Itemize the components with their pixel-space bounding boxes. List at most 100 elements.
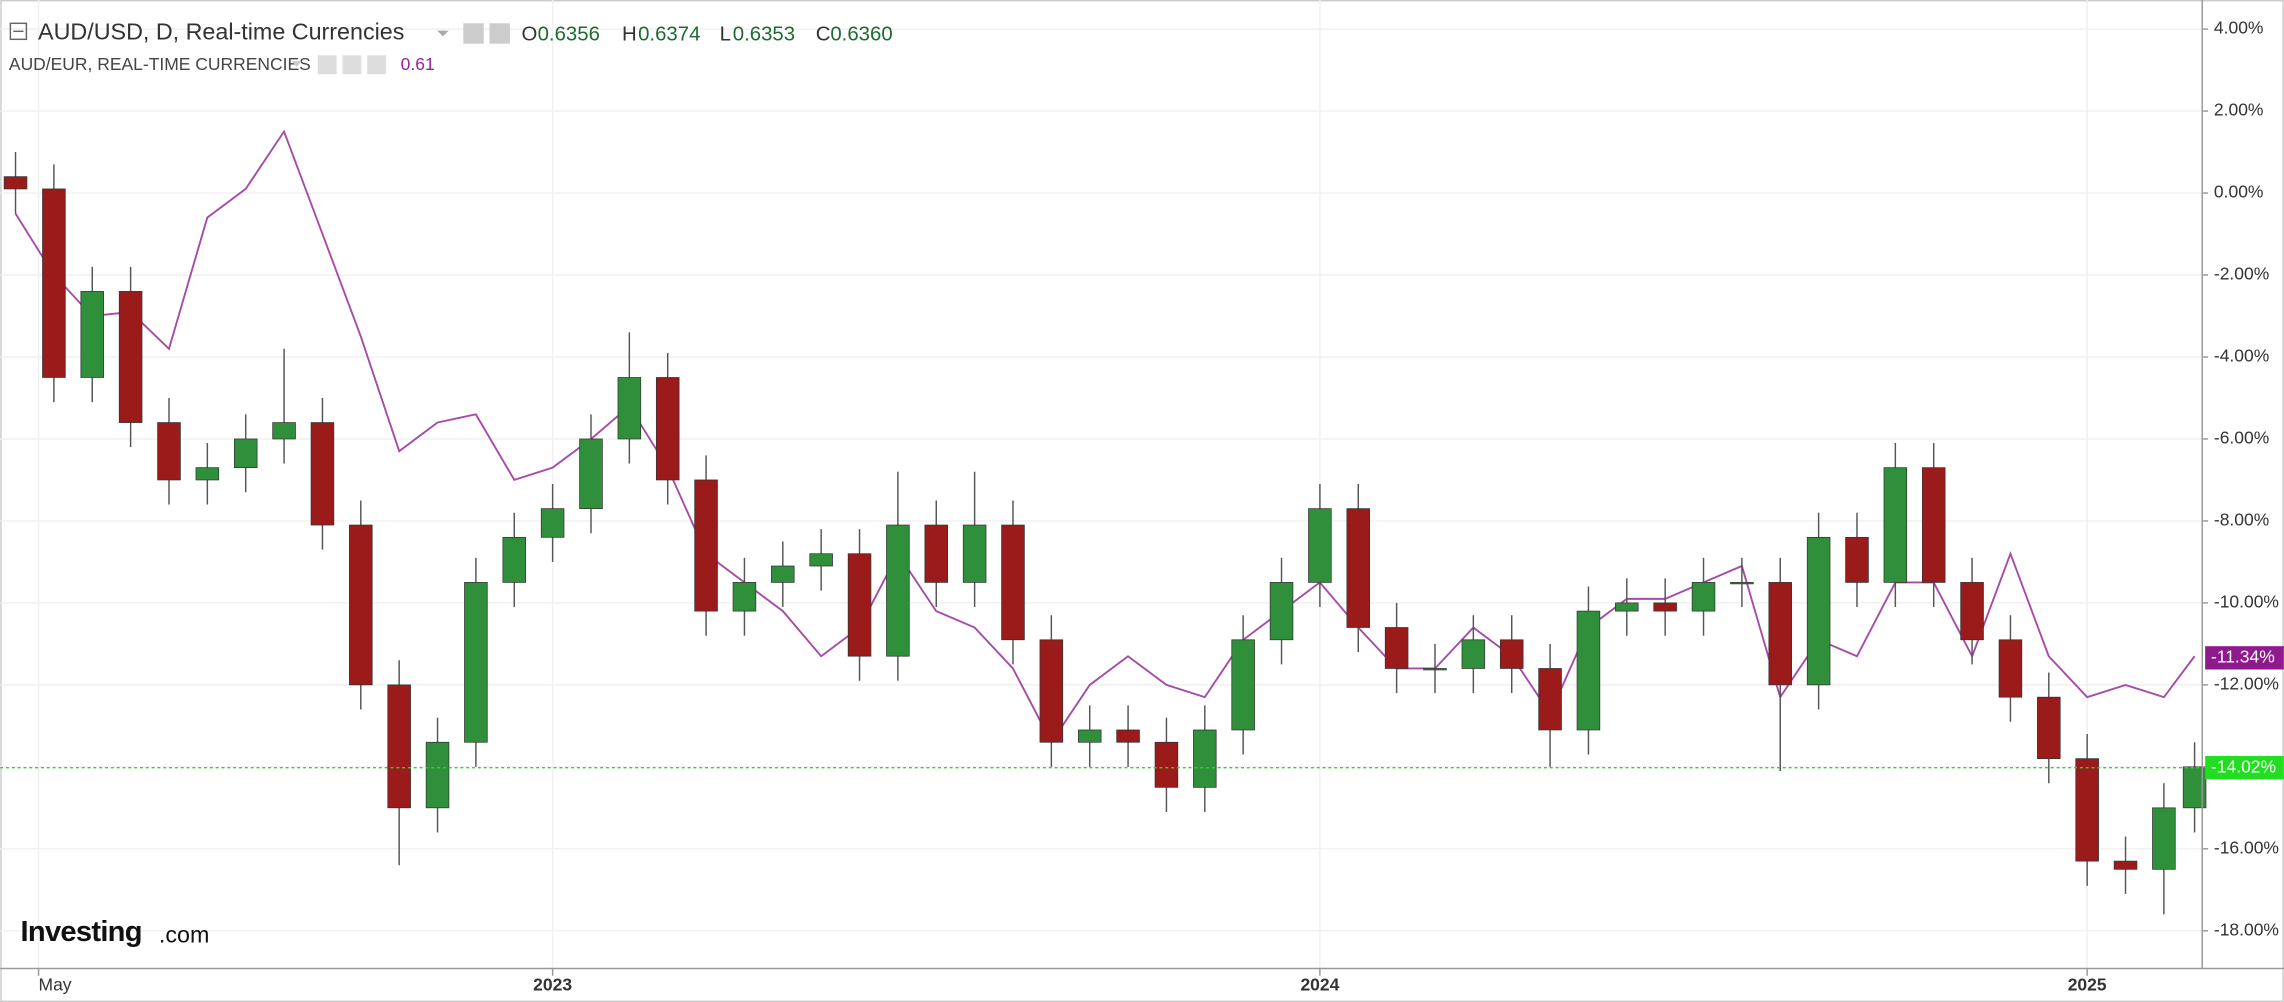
candle-body xyxy=(962,524,987,583)
dropdown-icon[interactable] xyxy=(437,30,449,37)
ohlc-key: C xyxy=(816,23,831,45)
x-tick-label: 2024 xyxy=(1300,975,1339,995)
candle-body xyxy=(886,524,910,657)
candle-body xyxy=(1845,536,1869,583)
candle-body xyxy=(1346,508,1371,628)
candle-body xyxy=(1883,467,1908,583)
candle-body xyxy=(2152,807,2176,870)
visibility-icon[interactable] xyxy=(463,23,484,44)
candle-body xyxy=(924,524,949,583)
candle-body xyxy=(42,188,66,378)
collapse-icon[interactable] xyxy=(9,22,28,41)
main-series-title: AUD/USD, D, Real-time Currencies xyxy=(38,19,404,45)
price-badge-label: -14.02% xyxy=(2211,756,2276,776)
candle-body xyxy=(847,553,872,657)
y-tick-label: -10.00% xyxy=(2214,592,2279,612)
y-tick-label: 0.00% xyxy=(2214,182,2264,202)
last-value-badge xyxy=(2205,646,2284,670)
compare-value: 0.61 xyxy=(401,54,435,74)
candle-body xyxy=(1116,729,1140,743)
settings-icon[interactable] xyxy=(489,23,510,44)
candle-body xyxy=(1615,602,1639,612)
candle-body xyxy=(694,479,718,612)
candle-body xyxy=(195,467,220,481)
candle-body xyxy=(655,377,680,481)
y-tick-label: 2.00% xyxy=(2214,100,2264,120)
candle-body xyxy=(1269,582,1294,641)
candle-body xyxy=(425,741,450,809)
candle-body xyxy=(3,176,28,190)
ohlc-key: O xyxy=(522,23,538,45)
candle-body xyxy=(1768,582,1793,686)
candle-body xyxy=(118,291,143,423)
candle-body xyxy=(809,553,833,567)
logo-suffix: .com xyxy=(159,922,209,948)
y-tick-label: -12.00% xyxy=(2214,673,2279,693)
candle-body xyxy=(2037,696,2061,760)
candle-body xyxy=(579,438,603,510)
settings-icon[interactable] xyxy=(342,55,362,75)
y-tick-label: -16.00% xyxy=(2214,837,2279,857)
candle-body xyxy=(157,422,181,481)
y-tick-label: 4.00% xyxy=(2214,18,2264,38)
candle-body xyxy=(1077,729,1102,743)
candle-body xyxy=(1538,668,1562,731)
candle-body xyxy=(1998,639,2023,698)
candle-body xyxy=(272,422,296,440)
candle-body xyxy=(387,684,411,809)
candle-body xyxy=(1730,582,1754,585)
candle-body xyxy=(540,508,565,538)
candle-body xyxy=(1384,627,1409,669)
visibility-icon[interactable] xyxy=(317,55,337,75)
compare-series-title: AUD/EUR, REAL-TIME CURRENCIES xyxy=(9,54,311,74)
axes: 4.00% 2.00% 0.00% -2.00% -4.00% -6.00% -8.00% -… xyxy=(37,18,2284,995)
candle-body xyxy=(310,422,335,526)
candle-body xyxy=(1806,536,1831,686)
x-tick-label: 2023 xyxy=(533,975,572,995)
candle-body xyxy=(502,536,527,583)
candle-body xyxy=(1039,639,1064,743)
y-tick-label: -8.00% xyxy=(2214,510,2269,530)
ohlc-key: H xyxy=(622,23,637,45)
ohlc-value: 0.6374 xyxy=(638,23,700,45)
candle-body xyxy=(1001,524,1025,641)
x-tick-label: May xyxy=(39,975,72,995)
x-tick-label: 2025 xyxy=(2068,975,2107,995)
candle-body xyxy=(2113,860,2138,870)
candle-body xyxy=(349,524,373,686)
candle-body xyxy=(1499,639,1524,669)
y-tick-label: -4.00% xyxy=(2214,346,2269,366)
candle-body xyxy=(1921,467,1946,583)
candle-body xyxy=(80,291,105,378)
candle-body xyxy=(464,582,488,743)
candle-body xyxy=(1231,639,1255,731)
compare-line xyxy=(14,129,2196,745)
candle-body xyxy=(1461,639,1486,669)
ohlc-value: 0.6356 xyxy=(538,23,600,45)
candle-body xyxy=(1653,602,1677,612)
plot-area xyxy=(0,129,2207,915)
ohlc-value: 0.6353 xyxy=(733,23,795,45)
y-tick-label: -2.00% xyxy=(2214,264,2269,284)
remove-icon[interactable] xyxy=(367,55,387,75)
candle-body xyxy=(1308,508,1332,583)
candle-body xyxy=(2182,766,2207,809)
candle-body xyxy=(1691,582,1716,612)
candle-body xyxy=(2075,758,2099,862)
candle-body xyxy=(1960,582,1984,641)
logo-text: Investing xyxy=(21,916,142,948)
ohlc-key: L xyxy=(720,23,731,45)
candle-body xyxy=(732,582,757,612)
candle-body xyxy=(617,377,642,440)
y-tick-label: -6.00% xyxy=(2214,428,2269,448)
price-badge xyxy=(2205,756,2284,780)
candle-body xyxy=(233,438,258,469)
candle-body xyxy=(1423,668,1447,671)
dropdown-icon[interactable] xyxy=(291,61,302,67)
candle-body xyxy=(771,565,795,583)
candle-body xyxy=(1576,610,1601,731)
candle-body xyxy=(1193,729,1217,788)
last-value-label: -11.34% xyxy=(2211,646,2275,666)
